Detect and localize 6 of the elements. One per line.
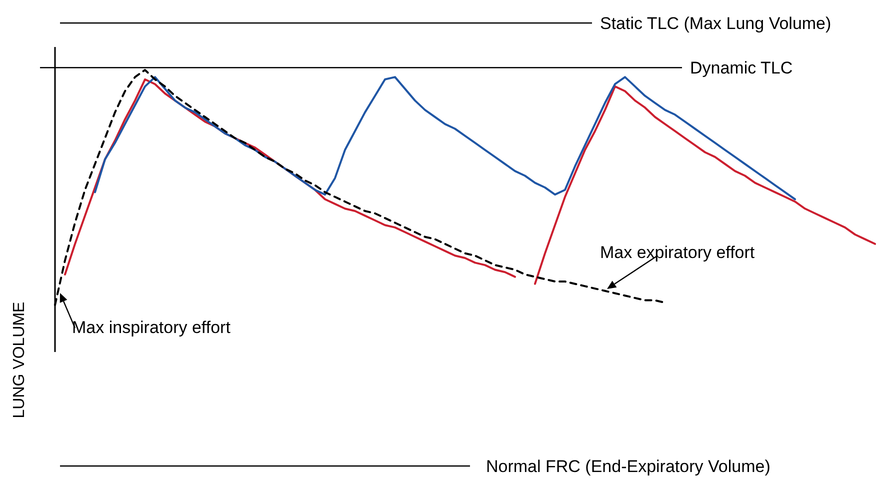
y-axis-title: LUNG VOLUME (11, 302, 28, 418)
ref-line-label: Static TLC (Max Lung Volume) (600, 14, 832, 33)
annotation: Max expiratory effort (600, 243, 755, 262)
text: Max inspiratory effort (72, 318, 231, 337)
ref-line-label: Dynamic TLC (690, 58, 793, 78)
ref-line-label: Normal FRC (End-Expiratory Volume) (486, 456, 770, 476)
